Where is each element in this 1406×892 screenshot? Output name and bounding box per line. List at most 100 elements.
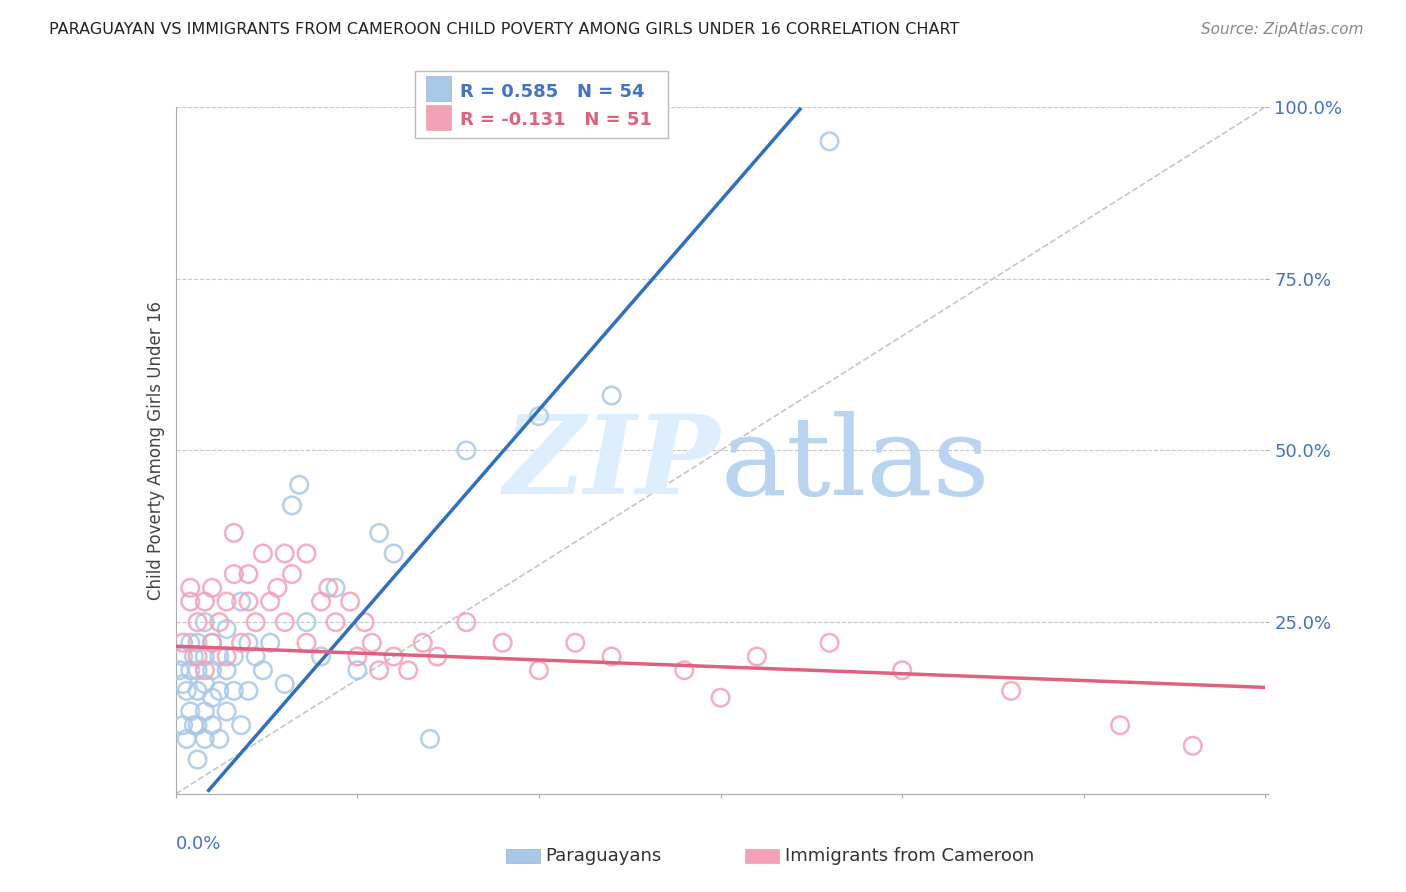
Point: [186, 663, 209, 677]
Point: [208, 615, 231, 630]
Point: [176, 683, 198, 698]
Point: [172, 677, 194, 691]
Point: [339, 594, 361, 608]
Point: [295, 546, 318, 561]
Point: [318, 581, 340, 595]
Point: [245, 649, 267, 664]
Point: [274, 677, 297, 691]
Text: Source: ZipAtlas.com: Source: ZipAtlas.com: [1201, 22, 1364, 37]
Point: [245, 615, 267, 630]
Point: [179, 636, 201, 650]
Point: [222, 567, 245, 582]
Text: ZIP: ZIP: [503, 410, 721, 518]
Text: PARAGUAYAN VS IMMIGRANTS FROM CAMEROON CHILD POVERTY AMONG GIRLS UNDER 16 CORREL: PARAGUAYAN VS IMMIGRANTS FROM CAMEROON C…: [49, 22, 959, 37]
Point: [710, 690, 733, 705]
Point: [259, 594, 281, 608]
Point: [382, 649, 405, 664]
Point: [231, 594, 253, 608]
Point: [215, 622, 238, 636]
Point: [176, 731, 198, 746]
Point: [208, 683, 231, 698]
Point: [179, 581, 201, 595]
Point: [186, 718, 209, 732]
Point: [179, 663, 201, 677]
Point: [274, 546, 297, 561]
Point: [382, 546, 405, 561]
Point: [169, 663, 191, 677]
Point: [281, 499, 304, 513]
Point: [222, 525, 245, 540]
Point: [325, 615, 347, 630]
Point: [368, 663, 391, 677]
Point: [456, 443, 478, 458]
Point: [309, 649, 332, 664]
Point: [818, 636, 841, 650]
Point: [183, 649, 205, 664]
Point: [419, 731, 441, 746]
Point: [266, 581, 288, 595]
Point: [1000, 683, 1022, 698]
Point: [179, 705, 201, 719]
Point: [368, 525, 391, 540]
Text: 0.0%: 0.0%: [176, 835, 221, 853]
Point: [600, 388, 623, 402]
Point: [527, 663, 550, 677]
Point: [309, 594, 332, 608]
Text: R = 0.585   N = 54: R = 0.585 N = 54: [460, 83, 644, 101]
Text: Immigrants from Cameroon: Immigrants from Cameroon: [785, 847, 1033, 865]
Point: [183, 718, 205, 732]
Point: [222, 649, 245, 664]
Point: [492, 636, 515, 650]
Point: [818, 134, 841, 148]
Point: [673, 663, 696, 677]
Point: [215, 705, 238, 719]
Point: [201, 690, 224, 705]
Point: [215, 663, 238, 677]
Point: [194, 677, 217, 691]
Point: [252, 546, 274, 561]
Point: [295, 636, 318, 650]
Point: [231, 636, 253, 650]
Point: [194, 594, 217, 608]
Point: [172, 649, 194, 664]
Point: [600, 649, 623, 664]
Point: [172, 718, 194, 732]
Point: [325, 581, 347, 595]
Point: [231, 718, 253, 732]
Point: [564, 636, 586, 650]
Point: [179, 594, 201, 608]
Point: [215, 649, 238, 664]
Point: [201, 718, 224, 732]
Point: [346, 649, 368, 664]
Point: [238, 636, 260, 650]
Point: [1181, 739, 1204, 753]
Point: [222, 683, 245, 698]
Text: R = -0.131   N = 51: R = -0.131 N = 51: [460, 112, 651, 129]
Point: [346, 663, 368, 677]
Point: [412, 636, 434, 650]
Point: [172, 636, 194, 650]
Point: [527, 409, 550, 423]
Point: [186, 649, 209, 664]
Text: Paraguayans: Paraguayans: [546, 847, 662, 865]
Point: [194, 705, 217, 719]
Point: [186, 683, 209, 698]
Point: [259, 636, 281, 650]
Point: [215, 594, 238, 608]
Point: [288, 478, 311, 492]
Point: [295, 615, 318, 630]
Point: [201, 636, 224, 650]
Point: [281, 567, 304, 582]
Point: [252, 663, 274, 677]
Point: [186, 636, 209, 650]
Point: [456, 615, 478, 630]
Point: [891, 663, 914, 677]
Point: [208, 649, 231, 664]
Point: [238, 567, 260, 582]
Point: [194, 649, 217, 664]
Point: [745, 649, 768, 664]
Y-axis label: Child Poverty Among Girls Under 16: Child Poverty Among Girls Under 16: [146, 301, 165, 600]
Point: [186, 615, 209, 630]
Point: [353, 615, 375, 630]
Point: [201, 636, 224, 650]
